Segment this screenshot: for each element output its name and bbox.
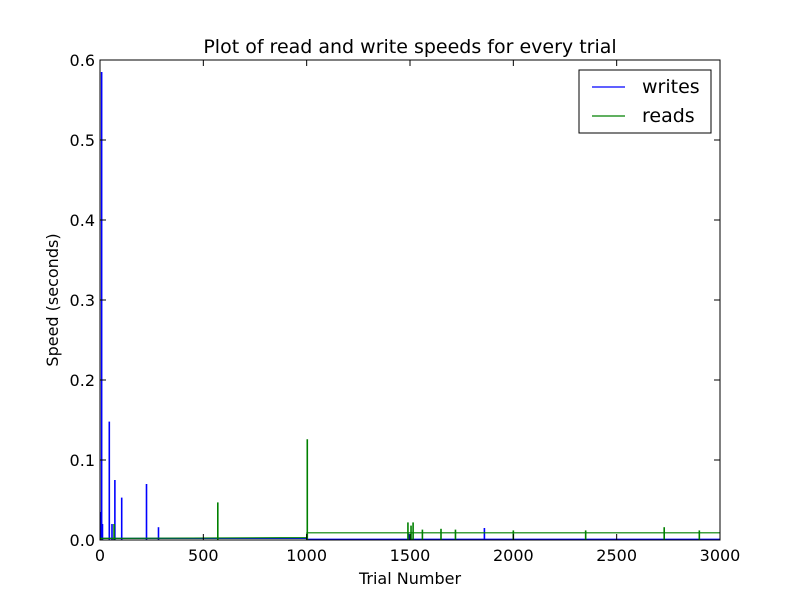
y-tick-label: 0.2 [70,371,95,390]
x-tick-label: 1000 [286,546,327,565]
x-tick-label: 2000 [493,546,534,565]
x-tick-label: 0 [95,546,105,565]
legend-label-reads: reads [642,105,695,127]
chart-title: Plot of read and write speeds for every … [203,36,616,58]
y-tick-label: 0.6 [70,51,95,70]
x-tick-label: 3000 [700,546,741,565]
x-tick-label: 1500 [390,546,431,565]
y-tick-label: 0.4 [70,211,95,230]
legend-frame [578,69,712,134]
y-tick-label: 0.1 [70,451,95,470]
x-tick-label: 500 [188,546,219,565]
x-axis-label: Trial Number [358,569,461,588]
legend: writes reads [578,69,712,134]
legend-label-writes: writes [642,76,700,98]
ticks-layer: 0 500 1000 1500 2000 2500 3000 0.0 0.1 0.2 0.3 0.4 0… [70,51,741,565]
x-tick-label: 2500 [596,546,637,565]
y-axis-label: Speed (seconds) [43,233,62,366]
y-tick-label: 0.5 [70,131,95,150]
y-tick-label: 0.0 [70,531,95,550]
y-tick-label: 0.3 [70,291,95,310]
plot-area: 0 500 1000 1500 2000 2500 3000 0.0 0.1 0.2 0.3 0.4 0… [70,51,741,565]
